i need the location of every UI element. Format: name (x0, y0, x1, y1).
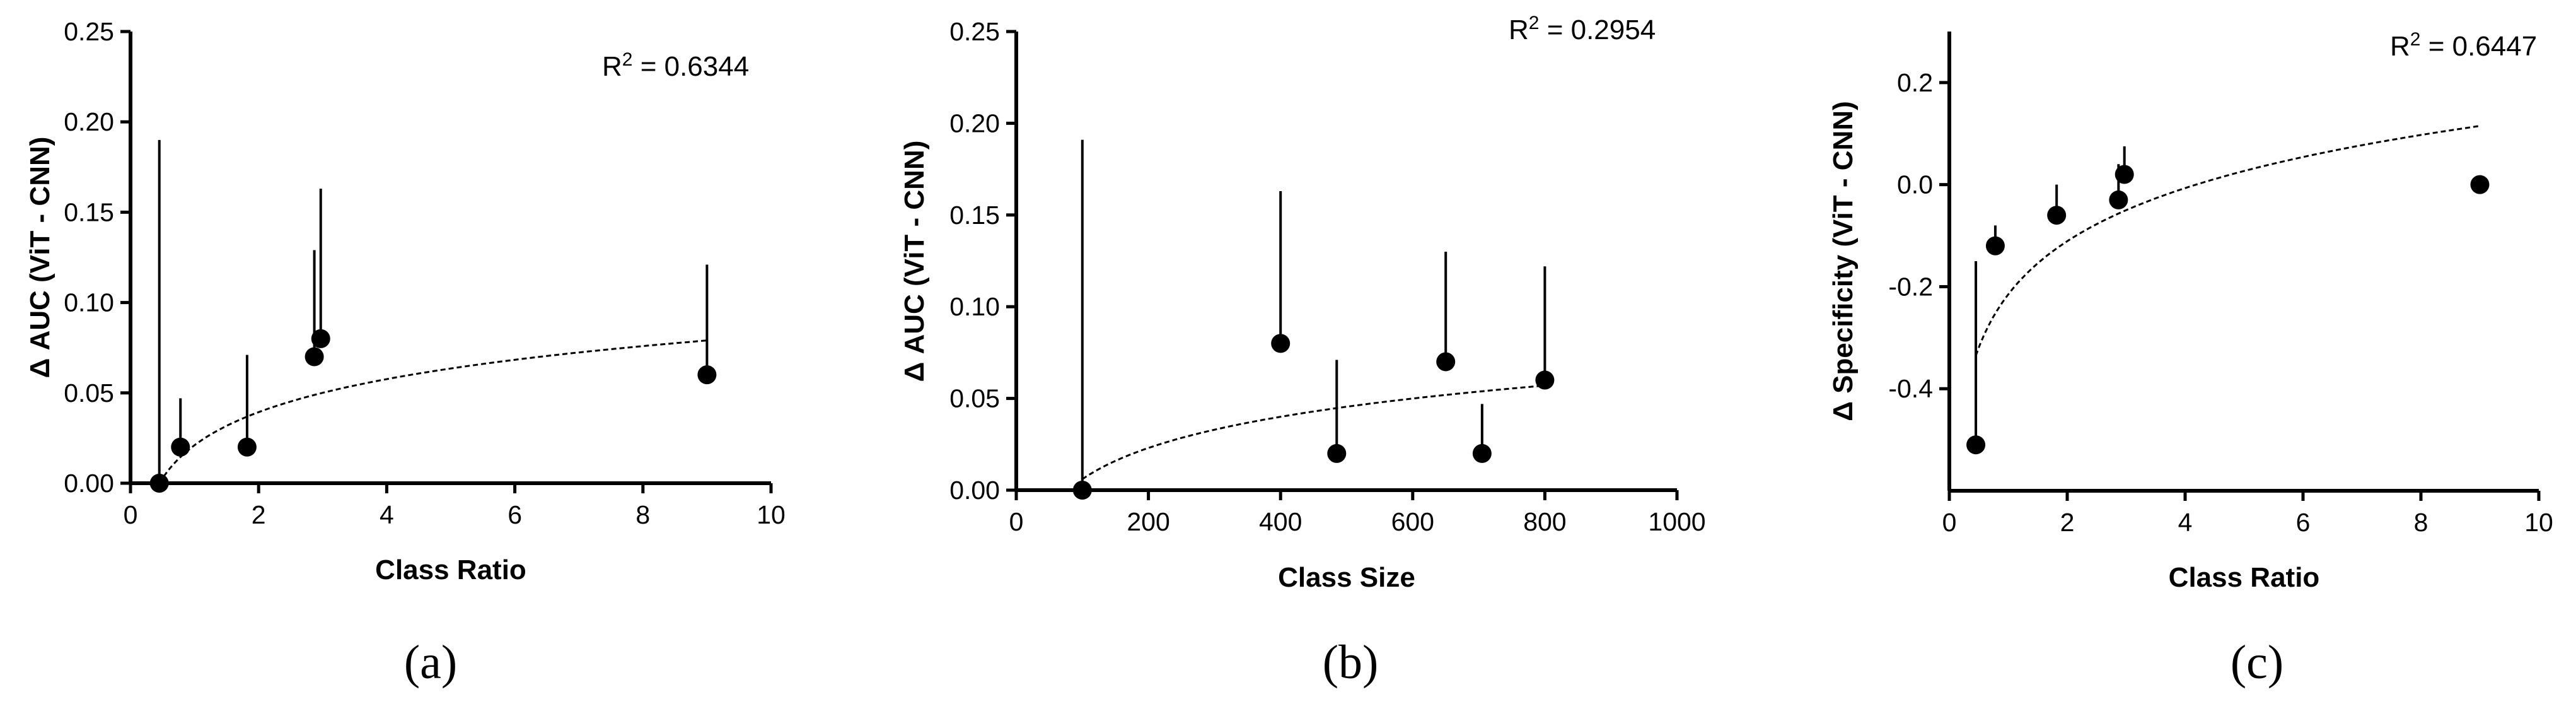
y-tick-label: 0.20 (949, 109, 1000, 138)
y-tick-label: 0.05 (949, 384, 1000, 413)
y-tick-label: 0.10 (949, 292, 1000, 321)
y-tick-label: 0.10 (64, 288, 114, 317)
y-tick-label: 0.0 (1897, 170, 1933, 199)
fit-curve (1975, 125, 2480, 356)
r-squared-annotation: R2 = 0.6447 (2390, 29, 2537, 62)
data-point (2470, 175, 2490, 194)
y-tick-label: -0.4 (1888, 374, 1933, 403)
x-tick-label: 600 (1391, 507, 1434, 536)
y-tick-label: 0.25 (64, 17, 114, 46)
y-tick-label: -0.2 (1888, 272, 1933, 301)
data-point (149, 474, 169, 493)
data-point (1072, 481, 1092, 500)
y-tick-label: 0.15 (949, 201, 1000, 230)
x-axis-title: Class Ratio (375, 554, 526, 585)
y-axis-title: Δ Specificity (ViT - CNN) (1828, 101, 1859, 421)
x-tick-label: 6 (508, 500, 522, 529)
y-tick-label: 0.20 (64, 107, 114, 136)
x-tick-label: 10 (757, 500, 786, 529)
data-point (171, 437, 190, 457)
data-point (1271, 334, 1291, 353)
data-point (1436, 352, 1456, 372)
data-point (1985, 236, 2005, 255)
panel-label: (a) (404, 636, 457, 689)
data-point (1966, 435, 1986, 455)
x-tick-label: 4 (380, 500, 394, 529)
x-tick-label: 800 (1523, 507, 1566, 536)
y-tick-label: 0.15 (64, 197, 114, 226)
data-point (2109, 190, 2128, 209)
data-point (697, 365, 717, 385)
panel-label: (c) (2231, 636, 2283, 689)
fit-curve (1081, 384, 1545, 480)
y-axis-title: Δ AUC (ViT - CNN) (899, 141, 930, 382)
x-tick-label: 0 (124, 500, 138, 529)
x-tick-label: 0 (1942, 508, 1957, 537)
x-tick-label: 400 (1259, 507, 1302, 536)
x-tick-label: 2 (252, 500, 266, 529)
x-tick-label: 4 (2178, 508, 2193, 537)
y-tick-label: 0.00 (949, 476, 1000, 505)
panel-label: (b) (1323, 636, 1379, 689)
x-tick-label: 10 (2524, 508, 2553, 537)
y-axis-title: Δ AUC (ViT - CNN) (25, 137, 55, 378)
x-tick-label: 1000 (1648, 507, 1705, 536)
x-axis-title: Class Size (1278, 562, 1415, 593)
data-point (1535, 370, 1555, 390)
x-tick-label: 0 (1009, 507, 1024, 536)
r-squared-annotation: R2 = 0.6344 (602, 49, 749, 83)
x-tick-label: 8 (635, 500, 650, 529)
y-tick-label: 0.25 (949, 17, 1000, 46)
data-point (311, 329, 330, 348)
data-point (2115, 165, 2134, 184)
y-tick-label: 0.00 (64, 469, 114, 498)
data-point (237, 437, 257, 457)
x-tick-label: 8 (2414, 508, 2428, 537)
x-tick-label: 200 (1127, 507, 1169, 536)
x-axis-title: Class Ratio (2169, 562, 2320, 593)
data-point (2047, 206, 2067, 225)
data-point (305, 347, 324, 367)
data-point (1472, 443, 1492, 463)
y-tick-label: 0.2 (1897, 68, 1933, 97)
x-tick-label: 6 (2296, 508, 2311, 537)
fit-curve (158, 339, 707, 484)
chart-panel-1: 0 200 400 600 800 1000 0.00 0.05 0.10 0.15 0.20 0.2… (899, 13, 1706, 689)
chart-panel-2: 0 2 4 6 8 10 -0.4 -0.2 0.0 0.2 Class Ratio Δ Specif… (1828, 29, 2553, 689)
data-point (1327, 443, 1347, 463)
x-tick-label: 2 (2060, 508, 2075, 537)
chart-panel-0: 0 2 4 6 8 10 0.00 0.05 0.10 0.15 0.20 0.25 Class Rat… (25, 17, 786, 689)
r-squared-annotation: R2 = 0.2954 (1509, 13, 1656, 46)
y-tick-label: 0.05 (64, 378, 114, 408)
